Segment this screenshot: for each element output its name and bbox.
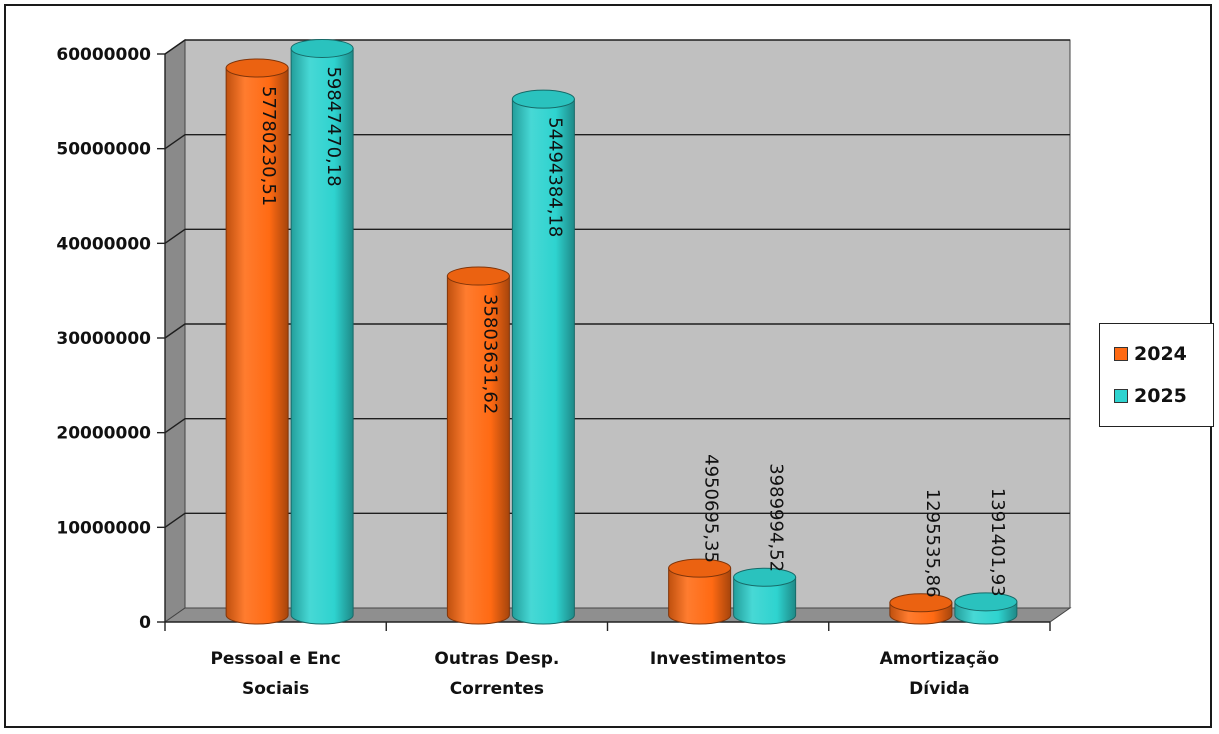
legend-item-2025: 2025	[1114, 384, 1187, 408]
x-label-0-0: Pessoal e Enc	[210, 649, 340, 669]
bar-2024-2-body	[668, 567, 732, 625]
data-label-2024-3: 1295535,86	[922, 489, 943, 598]
y-tick-label: 40000000	[56, 234, 151, 254]
bar-2025-1-top	[511, 89, 575, 109]
x-label-3-1: Dívida	[909, 679, 970, 699]
gridlines	[164, 39, 1070, 528]
legend-item-2024: 2024	[1114, 342, 1187, 366]
bar-2025-1	[511, 89, 575, 625]
y-tick-label: 10000000	[56, 518, 151, 538]
bar-2025-0-top	[290, 38, 354, 58]
gridline	[164, 512, 1070, 528]
x-label-1-1: Correntes	[450, 679, 544, 699]
legend: 2024 2025	[1099, 323, 1214, 427]
gridline	[164, 417, 1070, 434]
legend-swatch-2025	[1114, 389, 1128, 403]
bar-2024-1-top	[446, 266, 510, 286]
bars	[225, 38, 1018, 625]
y-tick-label: 50000000	[56, 140, 151, 160]
data-label-2025-1: 54494384,18	[544, 117, 565, 237]
x-label-1-0: Outras Desp.	[434, 649, 559, 669]
bar-2025-0	[290, 38, 354, 625]
data-labels: 57780230,51 59847470,18 35803631,62 5449438…	[258, 66, 1008, 597]
data-label-2024-2: 4950695,35	[701, 454, 722, 563]
bar-2024-1-body	[446, 275, 510, 625]
data-label-2025-3: 1391401,93	[987, 488, 1008, 597]
bar-2024-0	[225, 58, 289, 625]
gridline	[164, 133, 1070, 150]
gridline	[164, 39, 1070, 55]
bar-2025-1-body	[511, 98, 575, 625]
bar-2025-0-body	[290, 47, 354, 625]
x-label-2-0: Investimentos	[650, 649, 786, 669]
bar-2025-2	[733, 567, 797, 625]
y-tick-label: 0	[139, 613, 151, 633]
x-axis: Pessoal e Enc Sociais Outras Desp. Corrente…	[210, 649, 999, 699]
x-label-3-0: Amortização	[880, 649, 999, 669]
data-label-2025-0: 59847470,18	[323, 66, 344, 186]
legend-label-2024: 2024	[1134, 343, 1187, 365]
y-tick-label: 60000000	[56, 45, 151, 65]
y-tick-label: 30000000	[56, 329, 151, 349]
bar-2024-3-top	[889, 593, 953, 613]
data-label-2024-1: 35803631,62	[479, 294, 500, 414]
legend-label-2025: 2025	[1134, 385, 1187, 407]
bar-2025-3-top	[954, 592, 1018, 612]
bar-2024-2	[668, 558, 732, 625]
bar-2024-1	[446, 266, 510, 625]
gridline	[164, 323, 1070, 339]
legend-swatch-2024	[1114, 347, 1128, 361]
bar-2024-0-body	[225, 67, 289, 625]
bar-2025-2-top	[733, 567, 797, 587]
bar-2024-2-top	[668, 558, 732, 578]
x-label-0-1: Sociais	[242, 679, 309, 699]
data-label-2024-0: 57780230,51	[258, 86, 279, 206]
bar-2024-0-top	[225, 58, 289, 78]
bar-2025-3	[954, 592, 1018, 625]
bar-2024-3	[889, 593, 953, 625]
y-tick-label: 20000000	[56, 424, 151, 444]
gridline	[164, 228, 1070, 244]
bar-2025-2-body	[733, 576, 797, 625]
data-label-2025-2: 3989994,52	[766, 463, 787, 572]
